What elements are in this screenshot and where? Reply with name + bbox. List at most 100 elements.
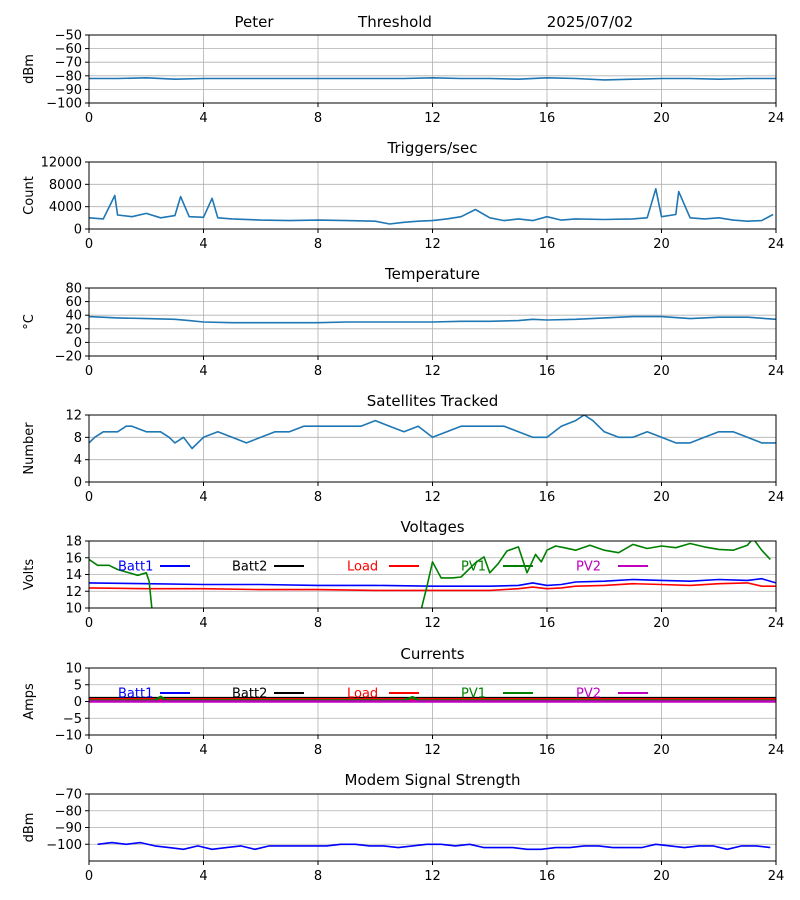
x-tick-label: 8	[314, 869, 322, 884]
x-tick-label: 8	[314, 237, 322, 252]
chart-panel-2: 0 4 8 12 16 20 24 0 4000 8000 12000 Triggers/sec Cou…	[22, 139, 784, 252]
x-tick-label: 20	[653, 869, 670, 884]
y-tick-label: 10	[65, 602, 82, 617]
x-tick-label: 16	[539, 364, 556, 379]
legend-label-batt1: Batt1	[118, 687, 153, 702]
series-line-batt1	[89, 577, 776, 588]
x-tick-label: 0	[85, 364, 93, 379]
y-tick-label: 8000	[49, 178, 82, 193]
series-line-1	[89, 77, 776, 81]
y-tick-label: 0	[74, 476, 82, 491]
legend-label-pv1: PV1	[461, 687, 486, 702]
x-tick-label: 24	[768, 237, 785, 252]
y-tick-label: 12	[65, 409, 82, 424]
x-tick-label: 24	[768, 490, 785, 505]
legend-label-pv2: PV2	[576, 560, 601, 575]
legend-label-batt2: Batt2	[232, 560, 267, 575]
x-tick-label: 12	[424, 237, 441, 252]
y-tick-label: 5	[74, 678, 82, 693]
legend-label-pv2: PV2	[576, 687, 601, 702]
chart-title: Modem Signal Strength	[345, 771, 521, 789]
series-line-1	[97, 841, 771, 851]
x-tick-label: 8	[314, 743, 322, 758]
x-tick-label: 0	[85, 490, 93, 505]
x-tick-label: 12	[424, 111, 441, 126]
y-tick-label: 80	[65, 282, 82, 297]
y-tick-label: −70	[55, 788, 82, 803]
y-tick-label: 20	[65, 322, 82, 337]
x-tick-label: 0	[85, 111, 93, 126]
legend-label-load: Load	[347, 687, 378, 702]
x-tick-label: 20	[653, 616, 670, 631]
y-tick-label: −90	[55, 83, 82, 98]
x-tick-label: 8	[314, 490, 322, 505]
x-tick-label: 24	[768, 869, 785, 884]
y-tick-label: −100	[46, 838, 82, 853]
series-line-load	[89, 582, 776, 592]
y-tick-label: −50	[55, 29, 82, 44]
x-tick-label: 0	[85, 869, 93, 884]
chart-title: Voltages	[400, 518, 464, 536]
x-tick-label: 4	[199, 869, 207, 884]
x-tick-label: 8	[314, 364, 322, 379]
x-tick-label: 12	[424, 490, 441, 505]
y-tick-label: −60	[55, 42, 82, 57]
y-tick-label: −5	[63, 712, 82, 727]
x-tick-label: 4	[199, 364, 207, 379]
x-tick-label: 16	[539, 869, 556, 884]
x-tick-label: 16	[539, 743, 556, 758]
x-tick-label: 24	[768, 743, 785, 758]
x-tick-label: 20	[653, 364, 670, 379]
header-right: 2025/07/02	[547, 13, 633, 31]
x-tick-label: 12	[424, 616, 441, 631]
x-tick-label: 8	[314, 111, 322, 126]
y-tick-label: −100	[46, 97, 82, 112]
y-tick-label: 40	[65, 309, 82, 324]
y-tick-label: 60	[65, 295, 82, 310]
legend-label-pv1: PV1	[461, 560, 486, 575]
y-tick-label: 10	[65, 662, 82, 677]
x-tick-label: 0	[85, 616, 93, 631]
x-tick-label: 8	[314, 616, 322, 631]
series-line-pv1	[89, 541, 771, 608]
x-tick-label: 12	[424, 743, 441, 758]
x-tick-label: 4	[199, 490, 207, 505]
y-tick-label: −70	[55, 56, 82, 71]
y-axis-label: Volts	[22, 559, 37, 591]
y-tick-label: 4000	[49, 200, 82, 215]
y-axis-label: dBm	[22, 813, 37, 843]
x-tick-label: 20	[653, 490, 670, 505]
x-tick-label: 20	[653, 111, 670, 126]
x-tick-label: 16	[539, 616, 556, 631]
y-tick-label: 0	[74, 695, 82, 710]
chart-panel-6: 0 4 8 12 16 20 24 −10 −5 0 510 Currents Amps Batt1 Bat…	[22, 645, 784, 758]
x-tick-label: 20	[653, 743, 670, 758]
header-center: Threshold	[357, 13, 432, 31]
x-tick-label: 4	[199, 743, 207, 758]
y-tick-label: 8	[74, 431, 82, 446]
y-tick-label: 18	[65, 535, 82, 550]
x-tick-label: 24	[768, 111, 785, 126]
y-tick-label: −80	[55, 69, 82, 84]
chart-panel-1: 0 4 8 12 16 20 24 −100−90−80−70−60−50 dBm	[22, 29, 784, 127]
y-tick-label: 4	[74, 453, 82, 468]
y-tick-label: 0	[74, 336, 82, 351]
x-tick-label: 4	[199, 111, 207, 126]
y-tick-label: 12000	[41, 156, 82, 171]
y-tick-label: −20	[55, 350, 82, 365]
x-tick-label: 16	[539, 111, 556, 126]
chart-panel-4: 0 4 8 12 16 20 24 0 4 8 12 Satellites Tracked Number	[22, 392, 784, 505]
x-tick-label: 4	[199, 616, 207, 631]
x-tick-label: 12	[424, 869, 441, 884]
series-line-1	[89, 415, 776, 450]
x-tick-label: 20	[653, 237, 670, 252]
chart-title: Currents	[400, 645, 464, 663]
chart-panel-7: 0 4 8 12 16 20 24 −100 −90 −80−70 Modem Signal Str…	[22, 771, 784, 884]
x-tick-label: 0	[85, 237, 93, 252]
y-axis-label: Number	[22, 422, 37, 475]
x-tick-label: 16	[539, 237, 556, 252]
x-tick-label: 0	[85, 743, 93, 758]
